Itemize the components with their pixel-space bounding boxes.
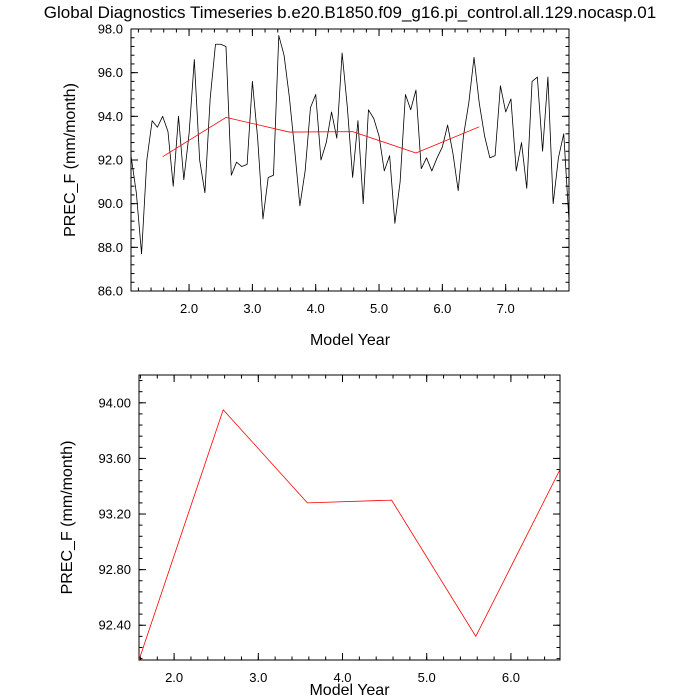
bottom-panel: 2.0 3.0 4.0 5.0 6.0 92.40 92.80 93.20 93.60 94.00… bbox=[59, 374, 561, 699]
x-tick-label: 2.0 bbox=[165, 670, 183, 685]
y-tick-label: 98.0 bbox=[98, 22, 123, 37]
y-tick-label: 93.60 bbox=[98, 451, 131, 466]
top-panel: 2.0 3.0 4.0 5.0 6.0 7.0 86.0 88.0 90.0 92.0 94.0 96… bbox=[62, 22, 570, 349]
x-tick-label: 6.0 bbox=[433, 301, 451, 316]
annual-mean-line bbox=[139, 409, 560, 660]
x-tick-label: 2.0 bbox=[180, 301, 198, 316]
x-tick-label: 5.0 bbox=[418, 670, 436, 685]
y-axis-title: PREC_F (mm/month) bbox=[62, 83, 79, 237]
x-axis-title: Model Year bbox=[310, 332, 391, 349]
plot-frame bbox=[138, 374, 561, 661]
y-tick-label: 92.80 bbox=[98, 562, 131, 577]
x-tick-label: 4.0 bbox=[307, 301, 325, 316]
y-tick-label: 86.0 bbox=[98, 284, 123, 299]
x-tick-label: 6.0 bbox=[502, 670, 520, 685]
y-tick-label: 92.0 bbox=[98, 153, 123, 168]
x-tick-label: 3.0 bbox=[249, 670, 267, 685]
figure-title: Global Diagnostics Timeseries b.e20.B185… bbox=[44, 3, 656, 22]
y-tick-label: 94.0 bbox=[98, 109, 123, 124]
y-tick-label: 88.0 bbox=[98, 240, 123, 255]
y-tick-label: 92.40 bbox=[98, 618, 131, 633]
y-axis-title: PREC_F (mm/month) bbox=[59, 441, 76, 595]
x-tick-label: 7.0 bbox=[497, 301, 515, 316]
y-tick-label: 93.20 bbox=[98, 507, 131, 522]
y-tick-label: 96.0 bbox=[98, 65, 123, 80]
x-axis-title: Model Year bbox=[309, 682, 390, 699]
monthly-line bbox=[131, 35, 569, 255]
x-tick-label: 3.0 bbox=[243, 301, 261, 316]
plot-frame bbox=[130, 28, 570, 292]
y-tick-label: 90.0 bbox=[98, 196, 123, 211]
x-tick-label: 4.0 bbox=[333, 670, 351, 685]
y-tick-label: 94.00 bbox=[98, 395, 131, 410]
annual-mean-line bbox=[162, 117, 480, 158]
x-tick-label: 5.0 bbox=[370, 301, 388, 316]
